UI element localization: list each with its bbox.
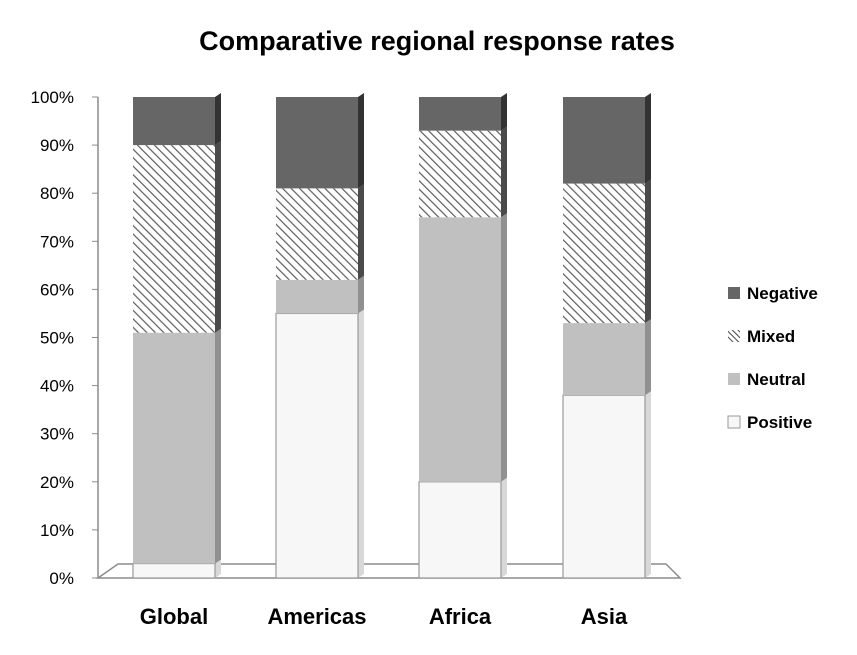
chart-title: Comparative regional response rates	[199, 26, 675, 56]
y-tick-label: 10%	[40, 521, 74, 540]
bar-side-americas-mixed	[358, 184, 364, 280]
y-tick-label: 90%	[40, 136, 74, 155]
legend-label-neutral: Neutral	[747, 370, 806, 389]
bar-asia-negative	[563, 97, 645, 184]
y-tick-label: 30%	[40, 425, 74, 444]
bar-side-global-neutral	[215, 328, 221, 564]
bar-americas-mixed	[276, 188, 358, 280]
bar-side-asia-mixed	[645, 179, 651, 324]
bar-asia-neutral	[563, 323, 645, 396]
bar-side-africa-neutral	[501, 213, 507, 482]
bar-side-asia-negative	[645, 93, 651, 184]
bar-side-africa-positive	[501, 477, 507, 578]
legend-swatch-neutral	[728, 373, 740, 385]
bar-side-americas-positive	[358, 309, 364, 578]
bar-global-neutral	[133, 332, 215, 564]
bar-side-asia-positive	[645, 391, 651, 578]
bar-americas-positive	[275, 312, 359, 579]
legend-swatch-positive	[727, 415, 741, 429]
bar-side-global-mixed	[215, 141, 221, 333]
legend-label-positive: Positive	[747, 413, 812, 432]
legend-swatch-mixed	[728, 330, 740, 342]
y-tick-label: 80%	[40, 184, 74, 203]
legend-layer: Negative Mixed Neutral Positive	[727, 284, 818, 432]
y-tick-label: 20%	[40, 473, 74, 492]
bar-africa-mixed	[419, 130, 501, 218]
x-tick-label: Africa	[429, 604, 492, 629]
bar-side-global-negative	[215, 93, 221, 146]
bar-global-positive	[132, 562, 216, 579]
bar-side-asia-neutral	[645, 319, 651, 396]
bar-americas-negative	[276, 97, 358, 189]
bar-asia-positive	[562, 394, 646, 579]
x-tick-label: Global	[140, 604, 208, 629]
y-tick-label: 40%	[40, 377, 74, 396]
legend-label-mixed: Mixed	[747, 327, 795, 346]
labels-layer: 0% 10% 20% 30% 40% 50% 60% 70% 80% 90% 100% Global A…	[31, 88, 628, 629]
bar-side-africa-negative	[501, 93, 507, 131]
bar-side-global-positive	[215, 559, 221, 578]
x-tick-label: Americas	[267, 604, 366, 629]
bar-asia-mixed	[563, 183, 645, 324]
y-tick-label: 100%	[31, 88, 74, 107]
legend-swatch-negative	[728, 287, 740, 299]
bar-side-americas-negative	[358, 93, 364, 189]
bar-africa-positive	[418, 481, 502, 579]
y-tick-label: 50%	[40, 329, 74, 348]
bar-side-africa-mixed	[501, 126, 507, 218]
x-tick-label: Asia	[581, 604, 628, 629]
bar-global-negative	[133, 97, 215, 146]
legend-label-negative: Negative	[747, 284, 818, 303]
y-tick-label: 60%	[40, 280, 74, 299]
bar-global-mixed	[133, 145, 215, 333]
bar-side-americas-neutral	[358, 275, 364, 314]
bars-layer	[132, 93, 651, 579]
y-tick-label: 0%	[49, 569, 74, 588]
bar-africa-neutral	[419, 217, 501, 482]
y-tick-label: 70%	[40, 232, 74, 251]
bar-americas-neutral	[276, 279, 358, 314]
bar-africa-negative	[419, 97, 501, 131]
